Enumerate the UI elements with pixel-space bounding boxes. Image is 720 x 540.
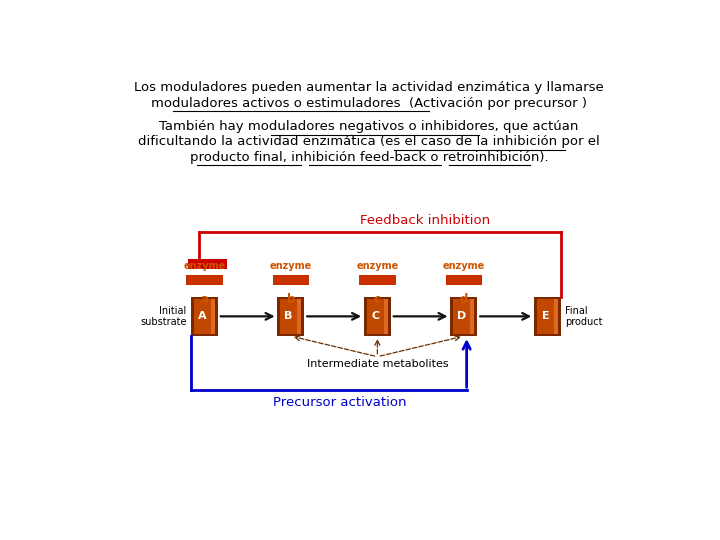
- Text: D: D: [457, 312, 467, 321]
- Bar: [446, 275, 482, 285]
- Bar: [364, 296, 391, 336]
- Text: a: a: [200, 293, 208, 306]
- Bar: [554, 299, 558, 334]
- Text: d: d: [459, 293, 468, 306]
- Bar: [194, 299, 215, 334]
- Bar: [384, 299, 388, 334]
- Bar: [470, 299, 474, 334]
- Bar: [277, 296, 305, 336]
- Bar: [537, 299, 558, 334]
- Text: Intermediate metabolites: Intermediate metabolites: [307, 359, 448, 369]
- Bar: [451, 296, 477, 336]
- Text: También hay moduladores negativos o inhibidores, que actúan: También hay moduladores negativos o inhi…: [159, 120, 579, 133]
- Text: enzyme: enzyme: [184, 261, 225, 271]
- Bar: [210, 299, 215, 334]
- Text: B: B: [284, 312, 293, 321]
- Bar: [534, 296, 561, 336]
- Text: c: c: [374, 293, 381, 306]
- Bar: [186, 275, 222, 285]
- Bar: [191, 296, 217, 336]
- Text: dificultando la actividad enzimática (es el caso de la inhibición por el: dificultando la actividad enzimática (es…: [138, 135, 600, 148]
- Text: moduladores activos o estimuladores  (Activación por precursor ): moduladores activos o estimuladores (Act…: [151, 97, 587, 110]
- Text: C: C: [371, 312, 379, 321]
- Bar: [454, 299, 474, 334]
- Text: A: A: [198, 312, 207, 321]
- Text: enzyme: enzyme: [270, 261, 312, 271]
- Text: enzyme: enzyme: [443, 261, 485, 271]
- Text: b: b: [287, 293, 295, 306]
- Text: Final
product: Final product: [565, 306, 603, 327]
- Bar: [366, 299, 388, 334]
- Text: producto final, inhibición feed-back o retroinhibición).: producto final, inhibición feed-back o r…: [189, 151, 549, 164]
- Bar: [273, 275, 309, 285]
- Bar: [297, 299, 302, 334]
- Text: E: E: [541, 312, 549, 321]
- Bar: [188, 259, 227, 268]
- Text: enzyme: enzyme: [356, 261, 398, 271]
- Bar: [280, 299, 302, 334]
- Text: Precursor activation: Precursor activation: [273, 396, 407, 409]
- Text: Feedback inhibition: Feedback inhibition: [360, 214, 490, 227]
- Bar: [359, 275, 395, 285]
- Text: Initial
substrate: Initial substrate: [140, 306, 186, 327]
- Text: Los moduladores pueden aumentar la actividad enzimática y llamarse: Los moduladores pueden aumentar la activ…: [134, 81, 604, 94]
